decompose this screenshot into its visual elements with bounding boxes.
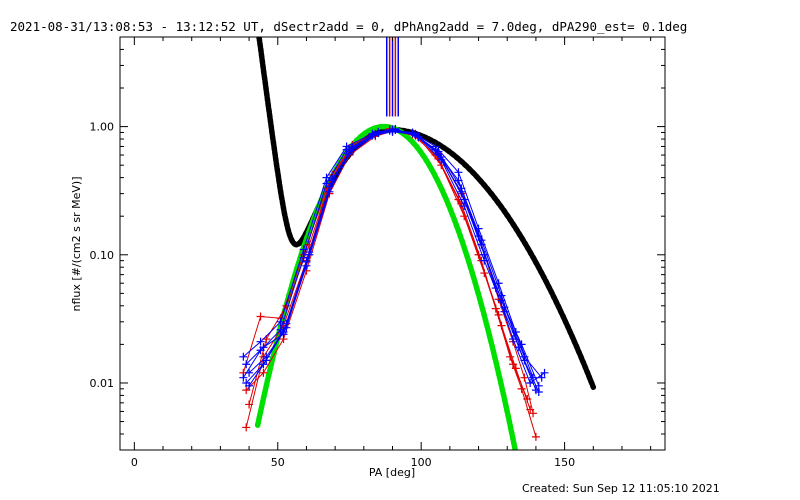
y-axis-label: nflux [#/(cm2 s sr MeV)] <box>70 177 83 312</box>
data-point-marker <box>454 176 463 185</box>
data-point-marker <box>305 248 314 257</box>
data-point-marker <box>328 175 337 184</box>
data-point-marker <box>460 202 469 211</box>
data-point-marker <box>242 360 251 369</box>
data-point-marker <box>374 127 383 136</box>
data-point-marker <box>517 340 526 349</box>
data-point-marker <box>414 132 423 141</box>
series-blue <box>245 124 543 397</box>
data-point-marker <box>299 253 308 262</box>
data-point-marker <box>480 256 489 265</box>
x-tick-label: 0 <box>131 456 138 469</box>
data-point-marker <box>529 409 538 418</box>
data-point-marker <box>342 145 351 154</box>
data-point-marker <box>245 381 254 390</box>
x-tick-label: 50 <box>271 456 285 469</box>
data-point-marker <box>391 124 400 133</box>
data-point-marker <box>508 360 517 369</box>
data-point-marker <box>494 310 503 319</box>
data-point-marker <box>242 423 251 432</box>
data-point-marker <box>245 400 254 409</box>
data-point-marker <box>457 187 466 196</box>
data-point-marker <box>454 168 463 177</box>
y-tick-label: 0.01 <box>90 377 115 390</box>
data-point-marker <box>500 307 509 316</box>
data-point-marker <box>242 386 251 395</box>
data-point-marker <box>526 378 535 387</box>
creation-timestamp: Created: Sun Sep 12 11:05:10 2021 <box>522 482 720 495</box>
data-point-marker <box>322 179 331 188</box>
data-point-marker <box>520 373 529 382</box>
data-point-marker <box>348 143 357 152</box>
y-tick-label: 1.00 <box>90 121 115 134</box>
data-point-marker <box>437 155 446 164</box>
data-point-marker <box>534 388 543 397</box>
x-tick-label: 100 <box>411 456 432 469</box>
data-point-marker <box>256 337 265 346</box>
data-point-marker <box>256 312 265 321</box>
data-point-marker <box>494 279 503 288</box>
data-point-marker <box>259 343 268 352</box>
y-tick-label: 0.10 <box>90 249 115 262</box>
data-point-marker <box>239 352 248 361</box>
data-point-marker <box>282 319 291 328</box>
data-point-marker <box>239 373 248 382</box>
axes: 0 50 100 150 0.01 0.10 1.00 <box>90 36 665 469</box>
data-point-marker <box>520 356 529 365</box>
x-tick-label: 150 <box>554 456 575 469</box>
plot-marks <box>239 37 597 450</box>
x-axis-label: PA [deg] <box>369 466 415 479</box>
data-point-marker <box>531 432 540 441</box>
data-point-marker <box>262 356 271 365</box>
data-point-marker <box>302 261 311 270</box>
chart-title: 2021-08-31/13:08:53 - 13:12:52 UT, dSect… <box>10 19 687 34</box>
data-point-marker <box>259 368 268 377</box>
data-point-marker <box>540 368 549 377</box>
